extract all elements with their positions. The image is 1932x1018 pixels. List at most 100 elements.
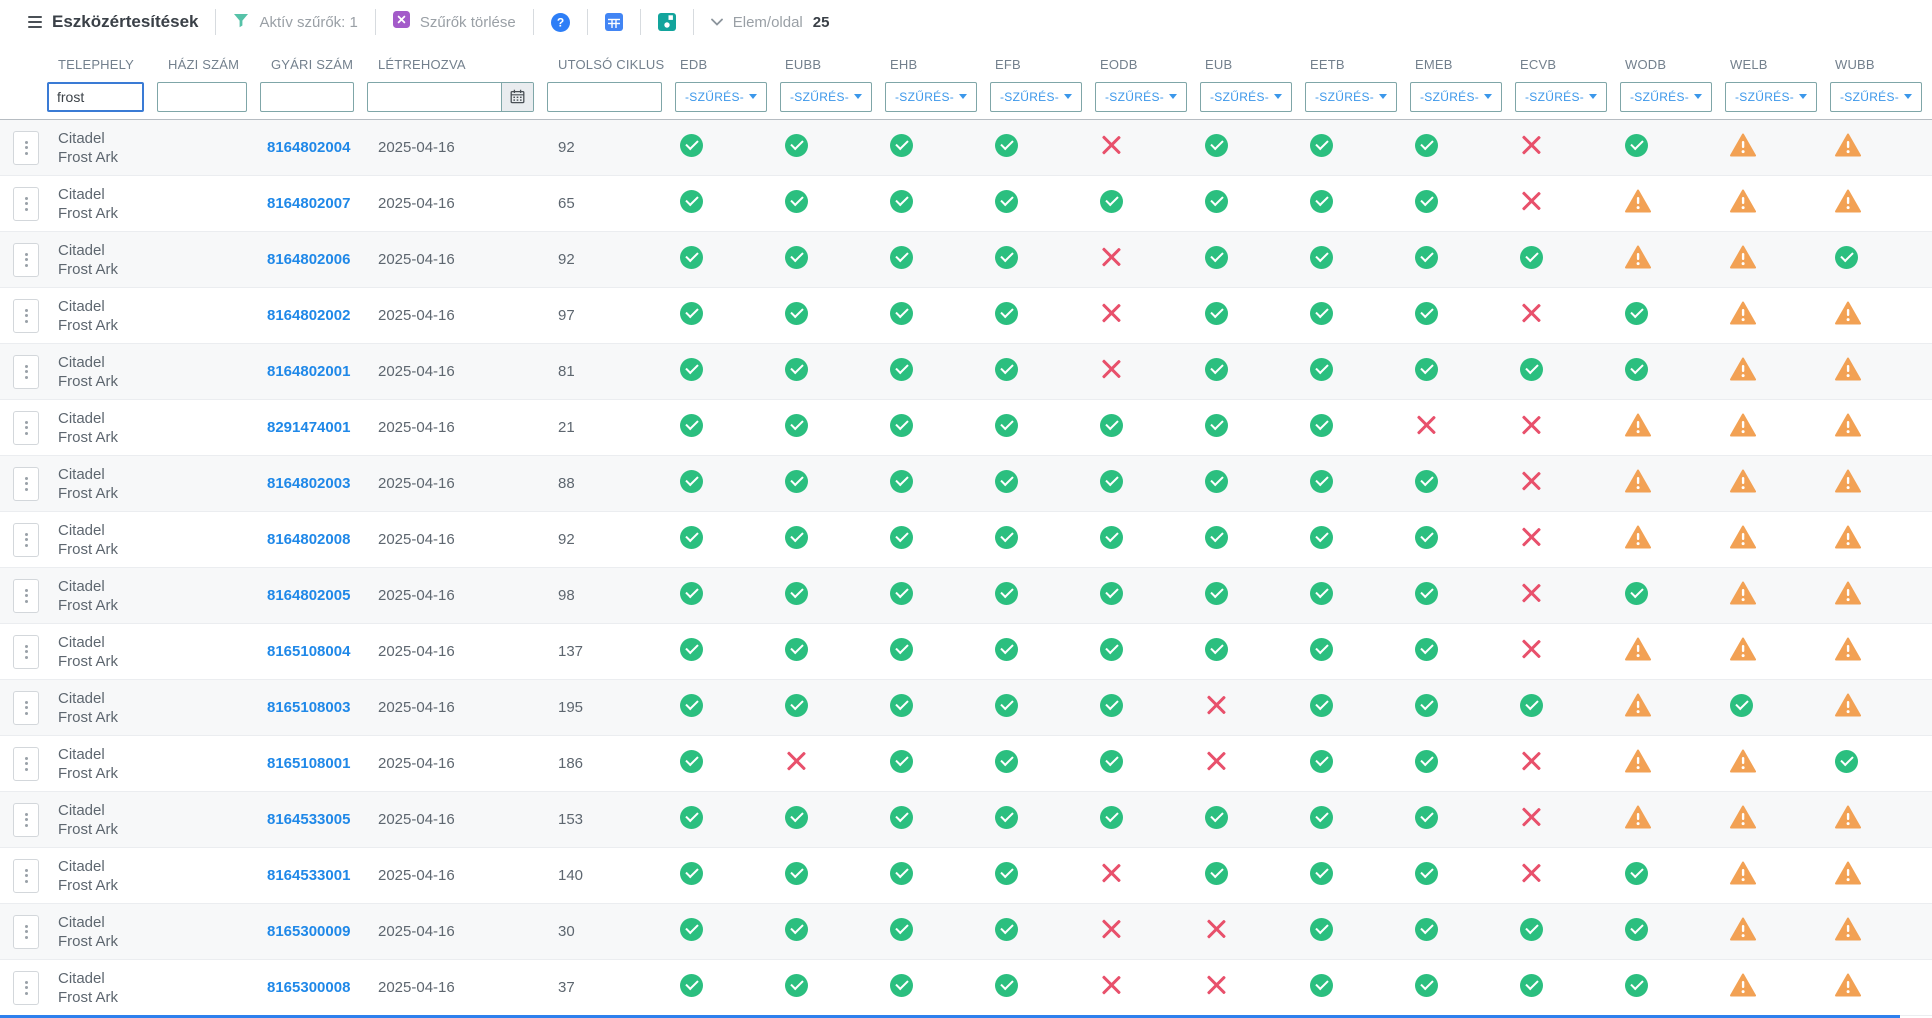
row-menu-button[interactable] [13,802,39,837]
status-ok-icon [890,917,913,941]
wubb-filter-select[interactable]: -SZŰRÉS- [1830,81,1922,112]
row-menu-button[interactable] [13,354,39,389]
clear-filters-button[interactable]: Szűrők törlése [392,11,516,33]
serial-number-link[interactable]: 8164533005 [267,811,351,828]
site-line2: Frost Ark [58,596,119,614]
efb-filter-select[interactable]: -SZŰRÉS- [990,81,1082,112]
serial-number-link[interactable]: 8164802008 [267,531,351,548]
help-button[interactable]: ? [550,12,570,32]
save-button[interactable] [657,13,676,31]
status-cell-eetb [1302,637,1407,666]
column-header-wodb[interactable]: WODB [1625,57,1667,72]
status-ok-icon [680,525,703,549]
column-header-hazi-szam[interactable]: HÁZI SZÁM [168,57,240,72]
column-header-eodb[interactable]: EODB [1100,57,1138,72]
serial-number-link[interactable]: 8164802007 [267,195,351,212]
status-cell-eodb [1092,189,1197,218]
column-header-eubb[interactable]: EUBB [785,57,822,72]
column-header-welb[interactable]: WELB [1730,57,1768,72]
row-menu-button[interactable] [13,466,39,501]
eodb-filter-select[interactable]: -SZŰRÉS- [1095,81,1187,112]
serial-number-link[interactable]: 8165108004 [267,643,351,660]
serial-number-link[interactable]: 8164802006 [267,251,351,268]
welb-filter-select[interactable]: -SZŰRÉS- [1725,81,1817,112]
serial-number-link[interactable]: 8165108003 [267,699,351,716]
table-row: Citadel Frost Ark 8164802003 2025-04-16 88 [0,456,1932,512]
column-header-emeb[interactable]: EMEB [1415,57,1453,72]
row-menu-button[interactable] [13,858,39,893]
serial-number-link[interactable]: 8165300008 [267,979,351,996]
column-header-eub[interactable]: EUB [1205,57,1233,72]
serial-number-link[interactable]: 8165300009 [267,923,351,940]
status-cell-ecvb [1512,357,1617,386]
status-fail-icon [1100,358,1122,380]
letrehozva-filter-input[interactable] [368,82,501,111]
status-cell-ehb [882,861,987,890]
serial-number-link[interactable]: 8164802002 [267,307,351,324]
last-cycle-cell: 65 [558,195,575,212]
column-header-efb[interactable]: EFB [995,57,1021,72]
status-fail-icon [1205,750,1227,772]
serial-number-link[interactable]: 8164802005 [267,587,351,604]
per-page-control[interactable]: Elem/oldal 25 [710,13,829,31]
table-export-button[interactable] [604,13,623,31]
status-fail-icon [1100,974,1122,996]
column-header-ehb[interactable]: EHB [890,57,918,72]
row-menu-button[interactable] [13,914,39,949]
ehb-filter-select[interactable]: -SZŰRÉS- [885,81,977,112]
serial-number-link[interactable]: 8164802004 [267,139,351,156]
row-menu-button[interactable] [13,578,39,613]
column-header-telephely[interactable]: TELEPHELY [58,57,134,72]
status-warning-icon [1730,301,1756,325]
status-ok-icon [995,357,1018,381]
serial-number-link[interactable]: 8291474001 [267,419,351,436]
emeb-filter-select[interactable]: -SZŰRÉS- [1410,81,1502,112]
row-menu-button[interactable] [13,634,39,669]
row-menu-button[interactable] [13,410,39,445]
column-header-eetb[interactable]: EETB [1310,57,1345,72]
row-menu-button[interactable] [13,186,39,221]
column-header-ecvb[interactable]: ECVB [1520,57,1557,72]
status-cell-efb [987,245,1092,274]
status-cell-wubb [1827,133,1932,162]
serial-number-link[interactable]: 8164802003 [267,475,351,492]
calendar-button[interactable] [501,82,533,111]
ecvb-filter-select[interactable]: -SZŰRÉS- [1515,81,1607,112]
hazi-szam-filter-input[interactable] [157,81,247,112]
column-header-gyari-szam[interactable]: GYÁRI SZÁM [271,57,354,72]
eubb-filter-select[interactable]: -SZŰRÉS- [780,81,872,112]
gyari-szam-filter-input[interactable] [260,81,354,112]
column-header-letrehozva[interactable]: LÉTREHOZVA [378,57,466,72]
row-menu-button[interactable] [13,690,39,725]
column-header-wubb[interactable]: WUBB [1835,57,1875,72]
chevron-down-icon [854,94,862,99]
chevron-down-icon [749,94,757,99]
eetb-filter-select[interactable]: -SZŰRÉS- [1305,81,1397,112]
site-line1: Citadel [58,409,105,427]
row-menu-button[interactable] [13,130,39,165]
status-cell-eubb [777,805,882,834]
row-menu-button[interactable] [13,242,39,277]
row-menu-button[interactable] [13,746,39,781]
status-ok-icon [890,693,913,717]
edb-filter-select[interactable]: -SZŰRÉS- [675,81,767,112]
column-header-edb[interactable]: EDB [680,57,708,72]
utolso-ciklus-filter-input[interactable] [547,81,662,112]
wodb-filter-select[interactable]: -SZŰRÉS- [1620,81,1712,112]
row-menu-button[interactable] [13,522,39,557]
status-ok-icon [1415,525,1438,549]
serial-number-link[interactable]: 8165108001 [267,755,351,772]
serial-number-link[interactable]: 8164802001 [267,363,351,380]
column-header-utolso-ciklus[interactable]: UTOLSÓ CIKLUS [558,57,665,72]
row-menu-button[interactable] [13,298,39,333]
eub-filter-select[interactable]: -SZŰRÉS- [1200,81,1292,112]
status-warning-icon [1730,133,1756,157]
telephely-filter-input[interactable] [47,81,144,112]
status-cell-eub [1197,637,1302,666]
row-menu-button[interactable] [13,970,39,1005]
last-cycle-cell: 137 [558,643,584,660]
serial-number-link[interactable]: 8164533001 [267,867,351,884]
table-row: Citadel Frost Ark 8165300009 2025-04-16 30 [0,904,1932,960]
last-cycle-cell: 98 [558,587,575,604]
status-cell-eetb [1302,189,1407,218]
